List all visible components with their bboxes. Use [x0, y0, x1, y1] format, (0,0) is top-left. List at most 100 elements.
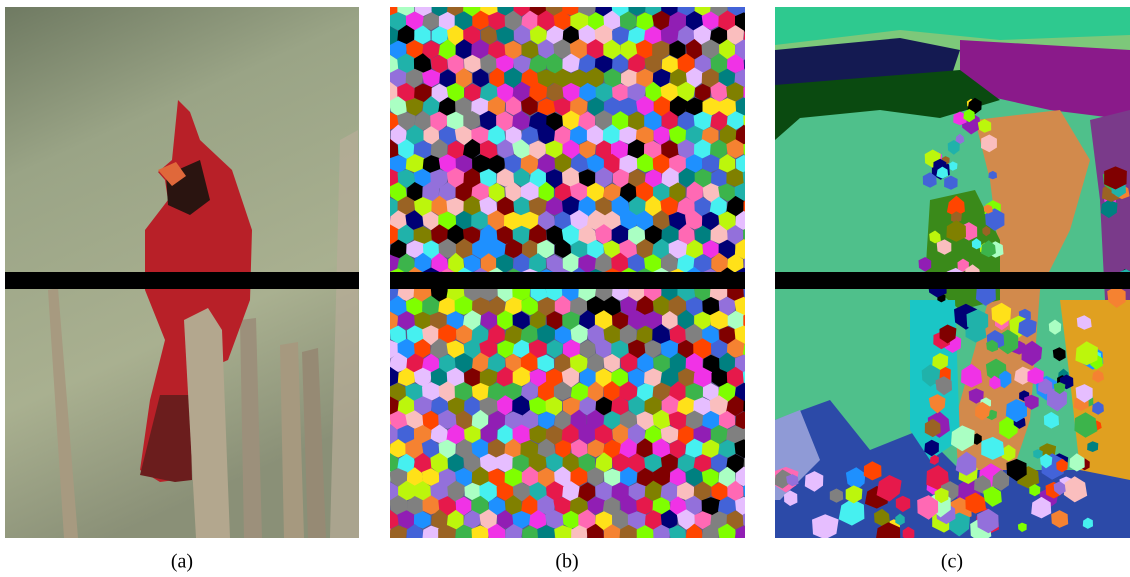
superpixel [447, 538, 465, 557]
superpixel [374, 69, 391, 89]
superpixel [677, 538, 695, 558]
panel-label: (a) [171, 551, 193, 573]
superpixel [529, 540, 547, 558]
superpixel [751, 326, 768, 344]
page: (a) (b) (c) (() => { const data = JSON.p… [0, 0, 1130, 577]
superpixel [751, 412, 770, 430]
superpixel [373, 382, 390, 403]
superpixel [373, 410, 391, 431]
occlusion-bar [5, 272, 359, 289]
superpixel [751, 183, 768, 203]
superpixel [751, 96, 768, 116]
superpixel [744, 254, 760, 272]
superpixel [751, 298, 769, 315]
superpixel [743, 510, 762, 530]
superpixel [744, 454, 760, 474]
superpixel [628, 538, 645, 559]
superpixel [752, 125, 769, 145]
superpixel [751, 382, 769, 402]
superpixel [373, 182, 391, 202]
superpixel [662, 539, 678, 558]
superpixel [365, 55, 383, 75]
superpixel [365, 483, 383, 503]
superpixel [431, 538, 449, 559]
superpixel [512, 538, 531, 558]
superpixel [365, 198, 383, 218]
superpixel [366, 369, 382, 388]
superpixel [364, 312, 382, 330]
superpixel [365, 510, 383, 531]
superpixel [751, 354, 769, 372]
superpixel [743, 282, 760, 302]
superpixel [365, 538, 383, 558]
superpixel [364, 424, 382, 443]
superpixel [751, 468, 769, 487]
superpixel [537, 525, 555, 544]
superpixel [751, 13, 769, 31]
superpixel [365, 27, 383, 47]
superpixel [751, 496, 769, 515]
superpixel [644, 540, 662, 559]
superpixel [743, 226, 761, 244]
superpixel [743, 539, 760, 558]
superpixel [711, 539, 728, 559]
occlusion-bar [775, 272, 1130, 289]
superpixel [365, 83, 382, 102]
superpixel [743, 0, 760, 16]
superpixel [373, 524, 391, 543]
superpixel [373, 98, 390, 117]
superpixel [751, 240, 768, 260]
superpixel [382, 539, 399, 558]
superpixel [743, 426, 761, 444]
superpixel [611, 538, 628, 557]
superpixel [397, 538, 415, 558]
superpixel [372, 468, 391, 485]
superpixel [364, 112, 383, 130]
superpixel [743, 26, 761, 44]
superpixel [751, 438, 769, 458]
superpixel [743, 112, 761, 130]
superpixel [743, 481, 761, 501]
superpixel [496, 538, 514, 557]
superpixel [364, 396, 382, 416]
superpixel [374, 154, 391, 173]
superpixel [743, 339, 761, 360]
superpixel [743, 368, 761, 388]
superpixel [373, 439, 391, 459]
superpixel [365, 168, 383, 188]
superpixel [751, 524, 769, 545]
superpixel [374, 125, 390, 145]
superpixel [743, 197, 760, 216]
superpixel [372, 497, 389, 517]
superpixel [366, 340, 383, 360]
superpixel [752, 210, 769, 232]
superpixel [743, 395, 761, 415]
superpixel [743, 140, 761, 159]
superpixel [743, 312, 761, 331]
superpixel [372, 39, 390, 59]
superpixel [751, 155, 768, 174]
superpixel [365, 140, 383, 159]
superpixel [373, 354, 391, 373]
superpixel [373, 269, 391, 287]
panel-label: (c) [941, 551, 963, 573]
superpixel [373, 297, 391, 317]
superpixel [373, 211, 391, 229]
superpixel [752, 41, 769, 59]
superpixel [694, 540, 712, 559]
superpixel [727, 538, 744, 557]
superpixel [374, 11, 390, 32]
superpixel [365, 226, 382, 244]
superpixel [415, 540, 433, 559]
superpixel [438, 525, 456, 544]
figure: (a) (b) (c) [0, 0, 1130, 577]
occlusion-bar [390, 272, 745, 289]
superpixel [743, 83, 761, 101]
superpixel [464, 539, 482, 558]
superpixel [373, 239, 390, 259]
superpixel [365, 453, 383, 472]
superpixel [743, 167, 762, 187]
superpixel [479, 539, 497, 559]
superpixel [752, 267, 770, 286]
panel-label: (b) [555, 551, 578, 573]
